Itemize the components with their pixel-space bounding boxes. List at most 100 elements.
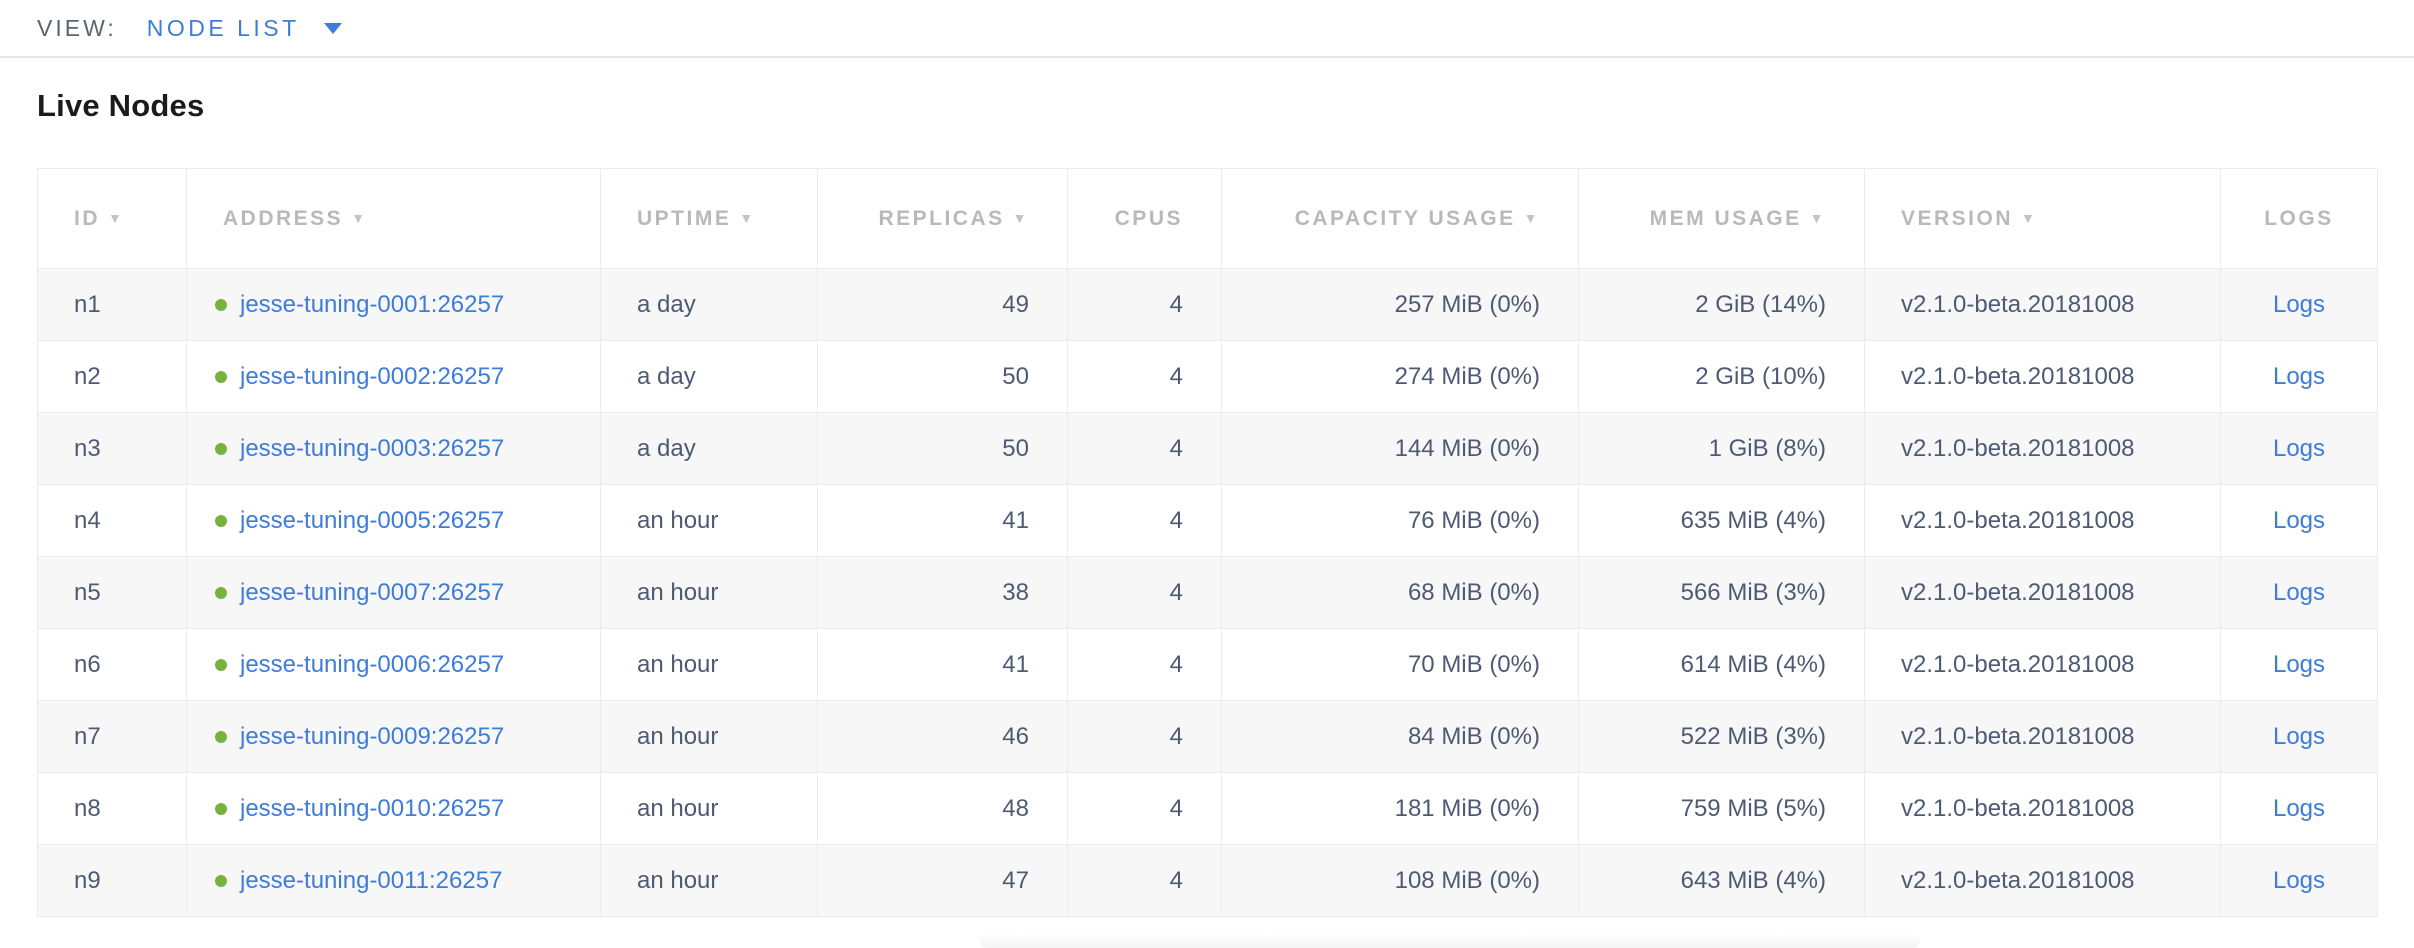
cell-address: jesse-tuning-0002:26257	[186, 340, 601, 413]
column-header-capacity[interactable]: CAPACITY USAGE ▼	[1221, 168, 1579, 269]
node-address-link[interactable]: jesse-tuning-0007:26257	[240, 578, 505, 606]
cell-mem: 614 MiB (4%)	[1578, 628, 1865, 701]
node-address-link[interactable]: jesse-tuning-0003:26257	[240, 434, 505, 462]
cell-replicas: 38	[817, 556, 1068, 629]
logs-link[interactable]: Logs	[2272, 722, 2326, 750]
cell-address: jesse-tuning-0001:26257	[186, 268, 601, 341]
cell-cpus: 4	[1067, 772, 1222, 845]
page-title: Live Nodes	[37, 88, 205, 123]
table-row: n4 jesse-tuning-0005:26257 an hour 41 4 76 Mi…	[37, 484, 2378, 557]
cell-address: jesse-tuning-0007:26257	[186, 556, 601, 629]
cell-version: v2.1.0-beta.20181008	[1864, 772, 2221, 845]
cell-mem: 2 GiB (14%)	[1578, 268, 1865, 341]
sort-descending-icon: ▼	[739, 209, 756, 226]
cell-id: n2	[37, 340, 187, 413]
cell-uptime: a day	[600, 340, 818, 413]
cell-capacity: 144 MiB (0%)	[1221, 412, 1579, 485]
cell-version: v2.1.0-beta.20181008	[1864, 844, 2221, 917]
node-address-link[interactable]: jesse-tuning-0002:26257	[240, 362, 505, 390]
cell-capacity: 76 MiB (0%)	[1221, 484, 1579, 557]
view-selector-dropdown[interactable]: NODE LIST	[147, 15, 342, 42]
cell-uptime: an hour	[600, 628, 818, 701]
cell-capacity: 70 MiB (0%)	[1221, 628, 1579, 701]
logs-link[interactable]: Logs	[2272, 794, 2326, 822]
node-healthy-dot-icon	[215, 514, 227, 527]
logs-link[interactable]: Logs	[2272, 650, 2326, 678]
logs-link[interactable]: Logs	[2272, 866, 2326, 894]
logs-link[interactable]: Logs	[2272, 506, 2326, 534]
cell-cpus: 4	[1067, 556, 1222, 629]
cell-replicas: 47	[817, 844, 1068, 917]
cell-cpus: 4	[1067, 412, 1222, 485]
cell-version: v2.1.0-beta.20181008	[1864, 268, 2221, 341]
column-header-mem[interactable]: MEM USAGE ▼	[1578, 168, 1865, 269]
cell-address: jesse-tuning-0011:26257	[186, 844, 601, 917]
cell-capacity: 68 MiB (0%)	[1221, 556, 1579, 629]
node-address-link[interactable]: jesse-tuning-0009:26257	[240, 722, 505, 750]
cell-capacity: 257 MiB (0%)	[1221, 268, 1579, 341]
cell-version: v2.1.0-beta.20181008	[1864, 412, 2221, 485]
column-label: LOGS	[2264, 206, 2334, 230]
cell-cpus: 4	[1067, 700, 1222, 773]
column-label: ADDRESS	[223, 206, 344, 230]
cell-cpus: 4	[1067, 340, 1222, 413]
cell-replicas: 46	[817, 700, 1068, 773]
node-address-link[interactable]: jesse-tuning-0005:26257	[240, 506, 505, 534]
node-healthy-dot-icon	[215, 586, 227, 599]
cell-mem: 566 MiB (3%)	[1578, 556, 1865, 629]
cell-address: jesse-tuning-0006:26257	[186, 628, 601, 701]
logs-link[interactable]: Logs	[2272, 434, 2326, 462]
cell-cpus: 4	[1067, 628, 1222, 701]
column-label: ID	[74, 206, 100, 230]
column-header-replicas[interactable]: REPLICAS ▼	[817, 168, 1068, 269]
cell-id: n5	[37, 556, 187, 629]
cell-uptime: a day	[600, 412, 818, 485]
column-header-cpus: CPUS	[1067, 168, 1222, 269]
table-row: n7 jesse-tuning-0009:26257 an hour 46 4 84 Mi…	[37, 700, 2378, 773]
sort-descending-icon: ▼	[1809, 209, 1826, 226]
column-header-logs: LOGS	[2220, 168, 2378, 269]
logs-link[interactable]: Logs	[2272, 578, 2326, 606]
cell-id: n7	[37, 700, 187, 773]
cell-capacity: 84 MiB (0%)	[1221, 700, 1579, 773]
node-address-link[interactable]: jesse-tuning-0001:26257	[240, 290, 505, 318]
live-nodes-table: ID ▼ ADDRESS ▼ UPTIME ▼ REPLICAS ▼ CPUS CAPACITY …	[37, 168, 2378, 917]
cell-address: jesse-tuning-0009:26257	[186, 700, 601, 773]
live-nodes-table-container: ID ▼ ADDRESS ▼ UPTIME ▼ REPLICAS ▼ CPUS CAPACITY …	[37, 168, 2378, 917]
cell-logs: Logs	[2220, 412, 2378, 485]
cell-uptime: a day	[600, 268, 818, 341]
table-row: n5 jesse-tuning-0007:26257 an hour 38 4 68 Mi…	[37, 556, 2378, 629]
cell-id: n8	[37, 772, 187, 845]
cell-replicas: 50	[817, 412, 1068, 485]
node-healthy-dot-icon	[215, 730, 227, 743]
logs-link[interactable]: Logs	[2272, 362, 2326, 390]
cell-cpus: 4	[1067, 844, 1222, 917]
cell-logs: Logs	[2220, 844, 2378, 917]
logs-link[interactable]: Logs	[2272, 290, 2326, 318]
column-header-id[interactable]: ID ▼	[37, 168, 187, 269]
table-row: n8 jesse-tuning-0010:26257 an hour 48 4 181 M…	[37, 772, 2378, 845]
cell-replicas: 48	[817, 772, 1068, 845]
column-label: REPLICAS	[878, 206, 1005, 230]
cell-version: v2.1.0-beta.20181008	[1864, 628, 2221, 701]
column-header-uptime[interactable]: UPTIME ▼	[600, 168, 818, 269]
cell-logs: Logs	[2220, 772, 2378, 845]
node-address-link[interactable]: jesse-tuning-0006:26257	[240, 650, 505, 678]
caret-down-icon	[323, 22, 342, 34]
table-row: n1 jesse-tuning-0001:26257 a day 49 4 257 MiB…	[37, 268, 2378, 341]
node-address-link[interactable]: jesse-tuning-0011:26257	[240, 866, 503, 894]
table-header: ID ▼ ADDRESS ▼ UPTIME ▼ REPLICAS ▼ CPUS CAPACITY …	[37, 168, 2378, 269]
cell-uptime: an hour	[600, 556, 818, 629]
sort-descending-icon: ▼	[108, 209, 125, 226]
cell-version: v2.1.0-beta.20181008	[1864, 700, 2221, 773]
node-address-link[interactable]: jesse-tuning-0010:26257	[240, 794, 505, 822]
cell-address: jesse-tuning-0005:26257	[186, 484, 601, 557]
column-header-version[interactable]: VERSION ▼	[1864, 168, 2221, 269]
cell-capacity: 108 MiB (0%)	[1221, 844, 1579, 917]
cell-id: n1	[37, 268, 187, 341]
bottom-scroll-shadow	[980, 932, 1920, 948]
cell-replicas: 50	[817, 340, 1068, 413]
column-header-address[interactable]: ADDRESS ▼	[186, 168, 601, 269]
cell-logs: Logs	[2220, 700, 2378, 773]
cell-cpus: 4	[1067, 268, 1222, 341]
